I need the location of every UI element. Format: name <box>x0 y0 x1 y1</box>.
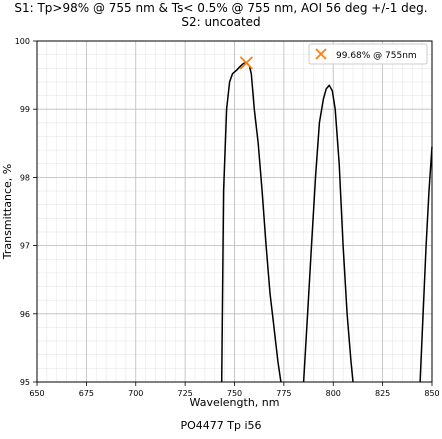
y-tick-label: 96 <box>20 310 30 319</box>
x-tick-label: 775 <box>276 389 291 398</box>
legend-marker <box>315 48 327 60</box>
y-tick-label: 97 <box>20 242 30 251</box>
x-tick-label: 725 <box>177 389 192 398</box>
series-line-2 <box>302 84 354 383</box>
legend-box <box>308 43 428 65</box>
chart-title: S1: Tp>98% @ 755 nm & Ts< 0.5% @ 755 nm,… <box>14 1 427 29</box>
y-tick-label: 95 <box>20 378 30 387</box>
x-tick-label: 750 <box>227 389 242 398</box>
x-ticks: 650 675 700 725 750 775 800 825 850 <box>29 382 440 398</box>
legend-label: 99.68% @ 755nm <box>336 51 417 61</box>
x-tick-label: 800 <box>326 389 341 398</box>
grid <box>36 40 433 383</box>
x-tick-label: 850 <box>424 389 439 398</box>
x-tick-label: 675 <box>79 389 94 398</box>
y-tick-label: 98 <box>20 173 30 182</box>
peak-marker-stroke <box>239 56 253 70</box>
x-tick-label: 700 <box>128 389 143 398</box>
x-tick-label: 825 <box>375 389 390 398</box>
peak-marker <box>239 56 253 70</box>
y-tick-label: 100 <box>15 37 30 46</box>
chart-title-line: S1: Tp>98% @ 755 nm & Ts< 0.5% @ 755 nm,… <box>14 1 427 15</box>
chart-title-line: S2: uncoated <box>181 15 260 29</box>
series-line-1 <box>220 62 282 383</box>
x-axis-label: Wavelength, nm <box>190 396 280 409</box>
series-line-3 <box>419 146 433 383</box>
y-ticks: 95 96 97 98 99 100 <box>15 37 37 387</box>
legend: 99.68% @ 755nm <box>308 43 428 65</box>
y-axis-label: Transmittance, % <box>1 164 14 260</box>
series-group <box>220 62 433 383</box>
x-tick-label: 650 <box>29 389 44 398</box>
y-tick-label: 99 <box>20 105 30 114</box>
marker-group <box>239 56 253 70</box>
chart-caption: PO4477 Tp i56 <box>180 419 261 432</box>
legend-marker-stroke <box>315 48 327 60</box>
